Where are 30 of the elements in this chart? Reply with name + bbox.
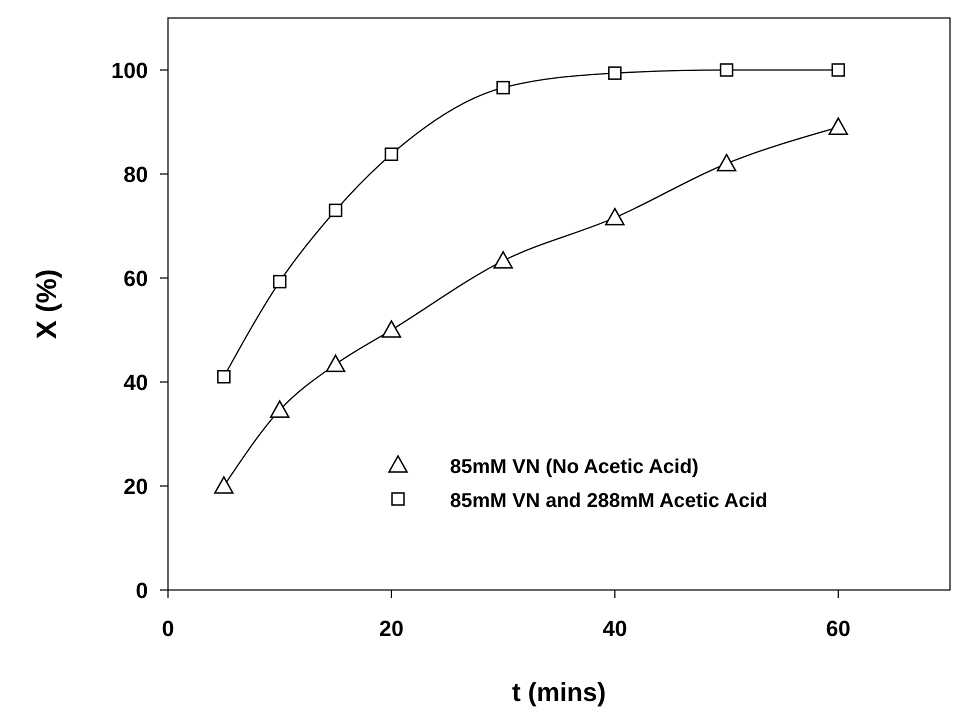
point [272, 274, 286, 288]
point [828, 117, 848, 135]
x-tick-label: 60 [826, 616, 851, 641]
y-tick-label: 20 [124, 474, 148, 499]
point [605, 208, 625, 226]
x-axis-title: t (mins) [512, 677, 606, 707]
point [382, 320, 402, 338]
point [832, 63, 846, 77]
point [328, 204, 342, 218]
point [493, 251, 513, 269]
point [384, 147, 398, 161]
point [716, 154, 736, 172]
point [217, 370, 231, 384]
y-tick-label: 100 [111, 58, 148, 83]
y-tick-label: 80 [124, 162, 148, 187]
y-tick-label: 40 [124, 370, 148, 395]
point [496, 80, 510, 94]
y-axis-title: X (%) [31, 269, 62, 339]
x-tick-label: 40 [602, 616, 628, 641]
x-tick-label: 0 [162, 616, 174, 641]
point [214, 476, 234, 494]
point [270, 400, 290, 418]
x-tick-label: 20 [379, 616, 404, 641]
point [720, 63, 734, 77]
y-tick-label: 0 [136, 578, 148, 603]
point [326, 354, 346, 372]
point [608, 66, 622, 80]
legend-label: 85mM VN (No Acetic Acid) [450, 456, 699, 478]
legend-label: 85mM VN and 288mM Acetic Acid [450, 490, 768, 512]
y-tick-label: 60 [124, 266, 148, 291]
